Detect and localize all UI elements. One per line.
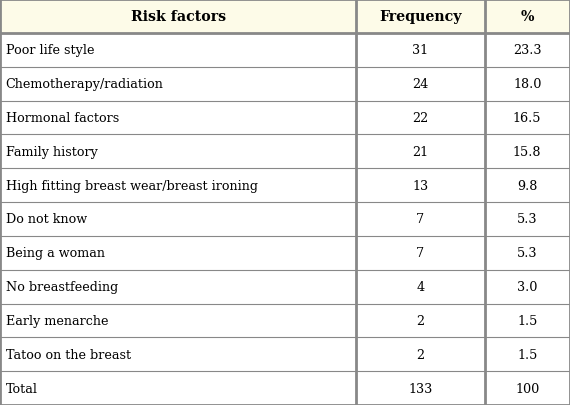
Bar [484, 34, 570, 68]
Text: 1.5: 1.5 [517, 348, 538, 361]
Bar [356, 0, 484, 34]
Text: %: % [520, 10, 534, 24]
Bar [356, 202, 484, 236]
Bar [356, 236, 484, 270]
Bar [484, 337, 570, 371]
Bar [0, 135, 356, 169]
Text: 4: 4 [416, 280, 425, 293]
Bar [356, 135, 484, 169]
Bar [0, 169, 356, 202]
Text: 21: 21 [412, 145, 429, 158]
Text: High fitting breast wear/breast ironing: High fitting breast wear/breast ironing [6, 179, 258, 192]
Bar [356, 34, 484, 68]
Bar [484, 0, 570, 34]
Text: 100: 100 [515, 382, 539, 394]
Text: 15.8: 15.8 [513, 145, 542, 158]
Text: 9.8: 9.8 [517, 179, 538, 192]
Bar [356, 304, 484, 337]
Bar [356, 371, 484, 405]
Text: 2: 2 [416, 314, 425, 327]
Bar [0, 270, 356, 304]
Text: Hormonal factors: Hormonal factors [6, 112, 119, 125]
Text: Total: Total [6, 382, 38, 394]
Text: 5.3: 5.3 [517, 213, 538, 226]
Text: 133: 133 [408, 382, 433, 394]
Text: 3.0: 3.0 [517, 280, 538, 293]
Bar [356, 169, 484, 202]
Text: Tatoo on the breast: Tatoo on the breast [6, 348, 131, 361]
Bar [0, 34, 356, 68]
Text: 23.3: 23.3 [513, 44, 542, 57]
Text: Poor life style: Poor life style [6, 44, 94, 57]
Bar [484, 202, 570, 236]
Bar [0, 101, 356, 135]
Text: 24: 24 [412, 78, 429, 91]
Bar [356, 68, 484, 101]
Text: Early menarche: Early menarche [6, 314, 108, 327]
Bar [484, 169, 570, 202]
Bar [0, 202, 356, 236]
Text: Do not know: Do not know [6, 213, 87, 226]
Text: Frequency: Frequency [379, 10, 462, 24]
Bar [0, 371, 356, 405]
Text: 13: 13 [412, 179, 429, 192]
Text: 31: 31 [412, 44, 429, 57]
Text: 18.0: 18.0 [513, 78, 542, 91]
Bar [0, 68, 356, 101]
Bar [484, 68, 570, 101]
Bar [0, 304, 356, 337]
Bar [484, 135, 570, 169]
Bar [484, 304, 570, 337]
Text: 22: 22 [412, 112, 429, 125]
Text: Family history: Family history [6, 145, 97, 158]
Text: No breastfeeding: No breastfeeding [6, 280, 118, 293]
Text: 5.3: 5.3 [517, 247, 538, 260]
Text: 2: 2 [416, 348, 425, 361]
Bar [484, 371, 570, 405]
Text: 7: 7 [416, 213, 425, 226]
Bar [484, 236, 570, 270]
Text: Being a woman: Being a woman [6, 247, 105, 260]
Bar [356, 101, 484, 135]
Text: Chemotherapy/radiation: Chemotherapy/radiation [6, 78, 164, 91]
Bar [0, 337, 356, 371]
Text: 16.5: 16.5 [513, 112, 542, 125]
Text: 7: 7 [416, 247, 425, 260]
Bar [484, 101, 570, 135]
Bar [356, 270, 484, 304]
Text: 1.5: 1.5 [517, 314, 538, 327]
Text: Risk factors: Risk factors [131, 10, 226, 24]
Bar [484, 270, 570, 304]
Bar [0, 0, 356, 34]
Bar [356, 337, 484, 371]
Bar [0, 236, 356, 270]
